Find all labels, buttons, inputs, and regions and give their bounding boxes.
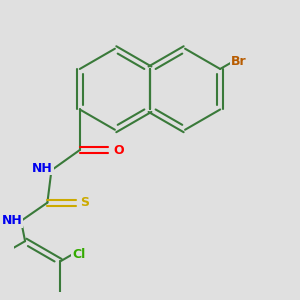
Text: O: O	[113, 143, 124, 157]
Text: Cl: Cl	[72, 248, 85, 261]
Text: Br: Br	[231, 56, 246, 68]
Text: S: S	[80, 196, 89, 209]
Text: NH: NH	[2, 214, 22, 227]
Text: NH: NH	[32, 162, 53, 175]
